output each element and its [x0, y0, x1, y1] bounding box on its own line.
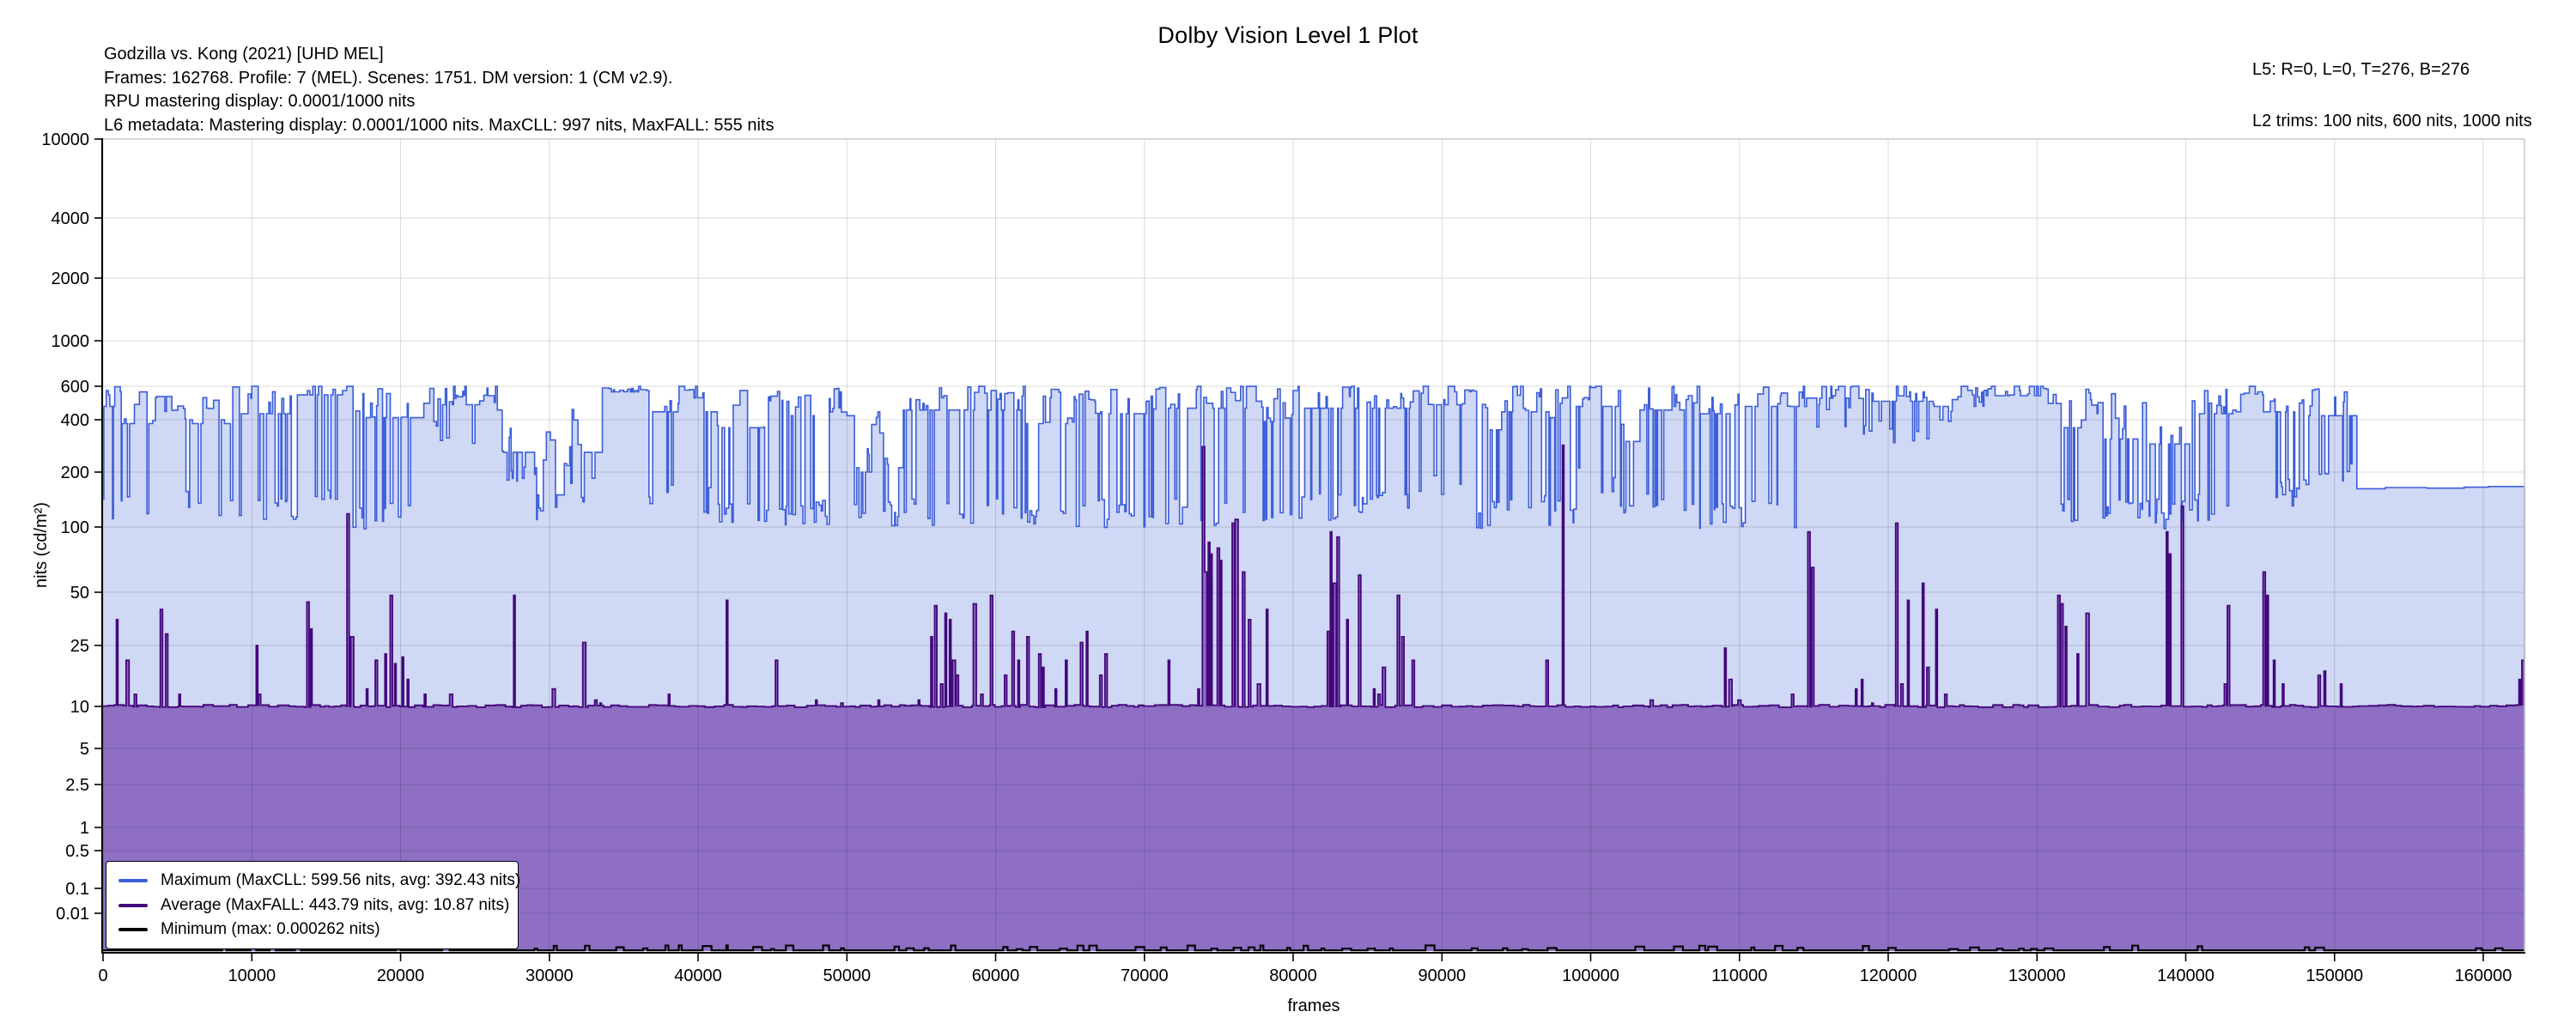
- legend-label-average: Average (MaxFALL: 443.79 nits, avg: 10.8…: [161, 895, 510, 914]
- x-tick-label: 150000: [2306, 966, 2363, 985]
- x-tick-label: 120000: [1860, 966, 1917, 985]
- y-tick-label: 0.5: [65, 842, 89, 861]
- x-tick-label: 90000: [1418, 966, 1466, 985]
- y-tick-label: 1000: [52, 332, 90, 351]
- average-line-swatch: [118, 903, 148, 907]
- x-tick-label: 20000: [377, 966, 425, 985]
- x-tick-label: 0: [98, 966, 107, 985]
- y-tick-label: 400: [61, 411, 89, 430]
- x-tick-label: 40000: [674, 966, 722, 985]
- average-area: [103, 445, 2524, 951]
- y-tick-label: 100: [61, 518, 89, 537]
- l2-trims-text: L2 trims: 100 nits, 600 nits, 1000 nits: [2252, 112, 2532, 130]
- y-tick-label: 200: [61, 464, 89, 482]
- legend-item-average: Average (MaxFALL: 443.79 nits, avg: 10.8…: [118, 896, 509, 915]
- legend-item-minimum: Minimum (max: 0.000262 nits): [118, 920, 509, 939]
- x-tick-label: 130000: [2008, 966, 2066, 985]
- maximum-line: [103, 385, 2525, 951]
- x-tick-label: 50000: [823, 966, 871, 985]
- x-tick-label: 140000: [2157, 966, 2215, 985]
- x-tick-label: 100000: [1562, 966, 1619, 985]
- x-tick-label: 60000: [972, 966, 1020, 985]
- x-tick-label: 160000: [2455, 966, 2512, 985]
- minimum-line-swatch: [118, 928, 148, 932]
- info-line-l6: L6 metadata: Mastering display: 0.0001/1…: [104, 115, 775, 135]
- legend-item-maximum: Maximum (MaxCLL: 599.56 nits, avg: 392.4…: [118, 871, 520, 890]
- legend-label-minimum: Minimum (max: 0.000262 nits): [161, 920, 380, 939]
- y-tick-label: 25: [70, 637, 89, 656]
- y-tick-label: 10000: [41, 130, 89, 149]
- l5-metadata-text: L5: R=0, L=0, T=276, B=276: [2252, 60, 2470, 79]
- legend-label-maximum: Maximum (MaxCLL: 599.56 nits, avg: 392.4…: [161, 870, 521, 889]
- y-tick-label: 2.5: [65, 776, 89, 795]
- x-tick-label: 80000: [1269, 966, 1317, 985]
- legend: Maximum (MaxCLL: 599.56 nits, avg: 392.4…: [106, 861, 520, 949]
- info-line-frames: Frames: 162768. Profile: 7 (MEL). Scenes…: [104, 68, 673, 88]
- y-axis-label: nits (cd/m²): [32, 502, 51, 588]
- y-tick-label: 2000: [52, 270, 90, 288]
- y-tick-label: 1: [80, 819, 89, 838]
- x-tick-label: 30000: [526, 966, 574, 985]
- y-tick-label: 50: [70, 584, 89, 603]
- x-tick-label: 10000: [228, 966, 276, 985]
- average-line: [103, 444, 2525, 708]
- x-tick-label: 110000: [1711, 966, 1767, 985]
- y-tick-label: 4000: [52, 209, 90, 228]
- x-tick-label: 70000: [1121, 966, 1169, 985]
- y-tick-label: 10: [70, 698, 89, 717]
- info-line-rpu: RPU mastering display: 0.0001/1000 nits: [104, 92, 416, 111]
- chart-title: Dolby Vision Level 1 Plot: [1157, 22, 1419, 48]
- maximum-line-swatch: [118, 878, 148, 882]
- y-tick-label: 0.1: [65, 880, 89, 899]
- minimum-line: [103, 944, 2524, 952]
- y-tick-label: 600: [61, 378, 89, 397]
- y-tick-label: 5: [80, 740, 89, 759]
- info-line-source: Godzilla vs. Kong (2021) [UHD MEL]: [104, 45, 384, 64]
- y-tick-label: 0.01: [56, 905, 89, 924]
- metadata-info-block: Godzilla vs. Kong (2021) [UHD MEL] Frame…: [104, 43, 774, 137]
- x-axis-label: frames: [1287, 997, 1340, 1015]
